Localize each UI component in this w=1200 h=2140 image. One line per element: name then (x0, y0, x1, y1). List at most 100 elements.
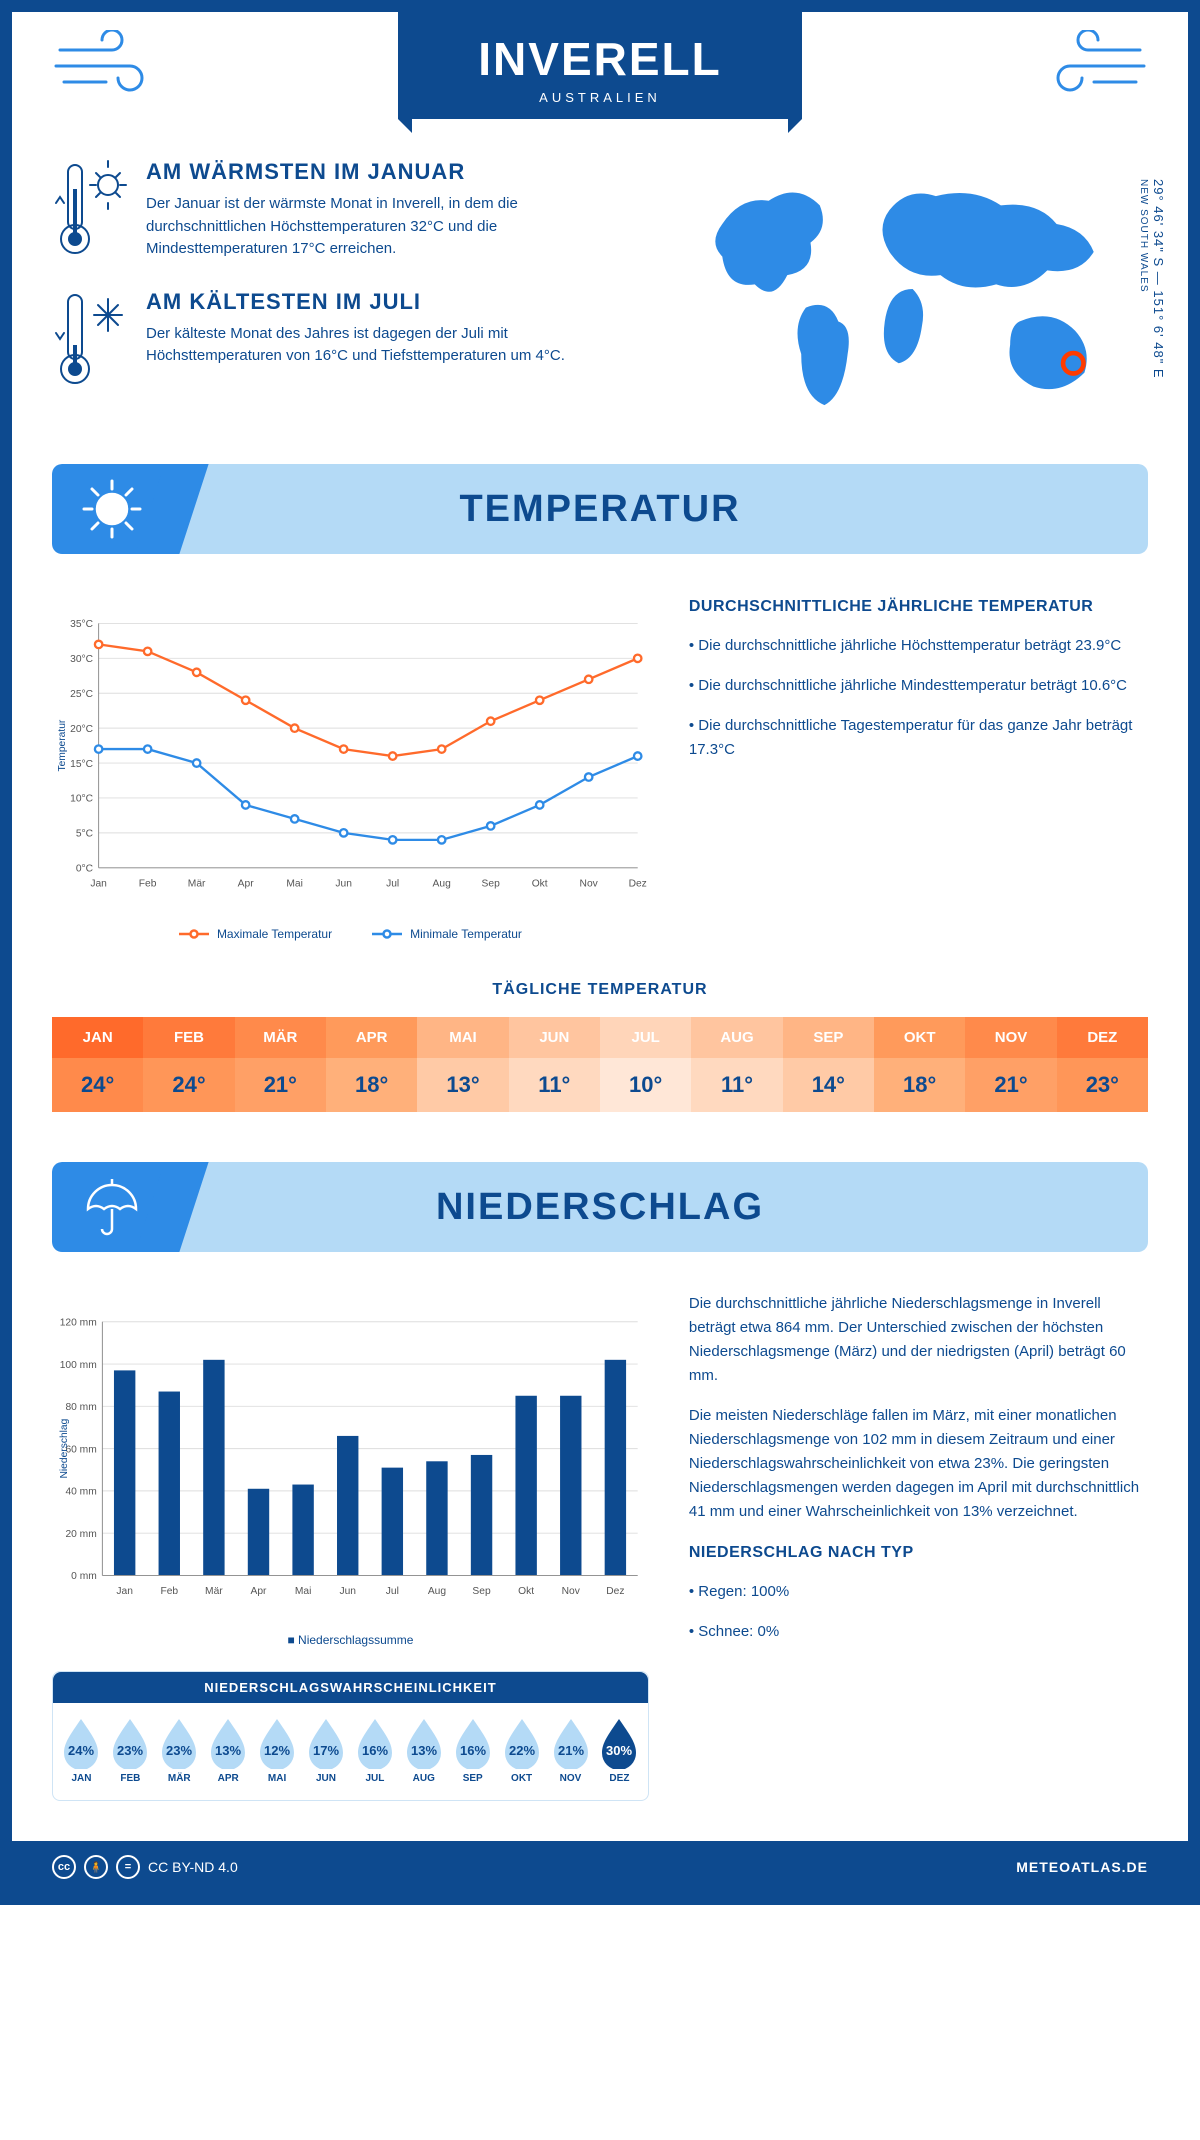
svg-text:Apr: Apr (238, 878, 255, 889)
precipitation-text: Die durchschnittliche jährliche Niedersc… (689, 1292, 1148, 1801)
svg-text:Dez: Dez (606, 1586, 624, 1597)
svg-text:Okt: Okt (532, 878, 548, 889)
section-header-temperature: TEMPERATUR (52, 464, 1148, 554)
probability-drop: 16%JUL (354, 1717, 396, 1784)
probability-drop: 23%MÄR (158, 1717, 200, 1784)
fact-coldest: AM KÄLTESTEN IM JULI Der kälteste Monat … (52, 289, 628, 389)
probability-drop: 13%AUG (403, 1717, 445, 1784)
summary-bullet: • Die durchschnittliche Tagestemperatur … (689, 714, 1148, 762)
svg-text:23%: 23% (117, 1743, 143, 1758)
site-label: METEOATLAS.DE (1016, 1859, 1148, 1875)
temp-table-month: MAI (417, 1017, 508, 1058)
svg-text:22%: 22% (509, 1743, 535, 1758)
svg-text:Mär: Mär (205, 1586, 223, 1597)
temp-table-value: 23° (1057, 1058, 1148, 1112)
probability-drop: 23%FEB (109, 1717, 151, 1784)
temperature-summary: DURCHSCHNITTLICHE JÄHRLICHE TEMPERATUR •… (689, 594, 1148, 941)
svg-text:Jul: Jul (386, 1586, 399, 1597)
svg-text:Mai: Mai (286, 878, 303, 889)
probability-heading: NIEDERSCHLAGSWAHRSCHEINLICHKEIT (53, 1672, 648, 1703)
temp-table-value: 18° (326, 1058, 417, 1112)
svg-text:Apr: Apr (251, 1586, 268, 1597)
svg-text:Mai: Mai (295, 1586, 312, 1597)
header: INVERELL AUSTRALIEN (52, 12, 1148, 119)
temperature-heading: TEMPERATUR (172, 488, 1148, 531)
temp-table-month: JAN (52, 1017, 143, 1058)
section-header-precipitation: NIEDERSCHLAG (52, 1162, 1148, 1252)
coordinates-label: 29° 46' 34" S — 151° 6' 48" ENEW SOUTH W… (1136, 179, 1166, 379)
svg-text:Feb: Feb (139, 878, 157, 889)
svg-text:60 mm: 60 mm (65, 1444, 96, 1455)
svg-text:17%: 17% (313, 1743, 339, 1758)
temp-table-month: JUN (509, 1017, 600, 1058)
svg-text:13%: 13% (215, 1743, 241, 1758)
fact-warmest: AM WÄRMSTEN IM JANUAR Der Januar ist der… (52, 159, 628, 261)
footer: cc 🧍 = CC BY-ND 4.0 METEOATLAS.DE (12, 1841, 1188, 1893)
probability-drop: 22%OKT (501, 1717, 543, 1784)
temp-table-value: 11° (691, 1058, 782, 1112)
temperature-summary-heading: DURCHSCHNITTLICHE JÄHRLICHE TEMPERATUR (689, 594, 1148, 620)
fact-coldest-title: AM KÄLTESTEN IM JULI (146, 289, 628, 315)
svg-text:Jul: Jul (386, 878, 399, 889)
precip-type-heading: NIEDERSCHLAG NACH TYP (689, 1540, 1148, 1566)
probability-drop: 21%NOV (550, 1717, 592, 1784)
svg-text:Sep: Sep (472, 1586, 491, 1597)
summary-bullet: • Die durchschnittliche jährliche Mindes… (689, 674, 1148, 698)
temp-table-value: 10° (600, 1058, 691, 1112)
temp-table-month: NOV (965, 1017, 1056, 1058)
svg-text:120 mm: 120 mm (60, 1318, 97, 1329)
svg-text:40 mm: 40 mm (65, 1487, 96, 1498)
nd-icon: = (116, 1855, 140, 1879)
svg-text:24%: 24% (68, 1743, 94, 1758)
svg-text:Jan: Jan (116, 1586, 133, 1597)
country-subtitle: AUSTRALIEN (478, 90, 721, 105)
svg-text:5°C: 5°C (76, 829, 94, 840)
svg-text:Jan: Jan (90, 878, 107, 889)
svg-text:100 mm: 100 mm (60, 1360, 97, 1371)
wind-icon (1038, 30, 1148, 100)
svg-text:Niederschlag: Niederschlag (59, 1418, 70, 1478)
fact-warmest-title: AM WÄRMSTEN IM JANUAR (146, 159, 628, 185)
wind-icon (52, 30, 162, 100)
title-banner: INVERELL AUSTRALIEN (398, 12, 801, 119)
svg-text:21%: 21% (558, 1743, 584, 1758)
svg-text:30°C: 30°C (70, 654, 94, 665)
fact-warmest-text: Der Januar ist der wärmste Monat in Inve… (146, 193, 628, 261)
temp-table-month: JUL (600, 1017, 691, 1058)
svg-text:20 mm: 20 mm (65, 1529, 96, 1540)
probability-drop: 30%DEZ (598, 1717, 640, 1784)
temperature-line-chart: 0°C5°C10°C15°C20°C25°C30°C35°CJanFebMärA… (52, 594, 649, 914)
svg-text:25°C: 25°C (70, 689, 94, 700)
precipitation-bar-chart: 0 mm20 mm40 mm60 mm80 mm100 mm120 mmJanF… (52, 1292, 649, 1622)
svg-text:13%: 13% (411, 1743, 437, 1758)
probability-drop: 24%JAN (60, 1717, 102, 1784)
probability-drop: 13%APR (207, 1717, 249, 1784)
world-map: 29° 46' 34" S — 151° 6' 48" ENEW SOUTH W… (668, 159, 1148, 424)
temp-table-month: FEB (143, 1017, 234, 1058)
svg-text:16%: 16% (460, 1743, 486, 1758)
temp-table-month: APR (326, 1017, 417, 1058)
temp-table-month: DEZ (1057, 1017, 1148, 1058)
svg-text:Nov: Nov (580, 878, 599, 889)
svg-text:20°C: 20°C (70, 724, 94, 735)
precipitation-heading: NIEDERSCHLAG (172, 1186, 1148, 1229)
daily-temp-heading: TÄGLICHE TEMPERATUR (52, 981, 1148, 999)
svg-text:Temperatur: Temperatur (57, 719, 68, 771)
temp-table-month: OKT (874, 1017, 965, 1058)
svg-text:Dez: Dez (629, 878, 647, 889)
probability-drop: 16%SEP (452, 1717, 494, 1784)
thermometer-sun-icon (52, 159, 128, 259)
precip-type-item: • Regen: 100% (689, 1580, 1148, 1604)
license-label: cc 🧍 = CC BY-ND 4.0 (52, 1855, 238, 1879)
temp-table-month: SEP (783, 1017, 874, 1058)
sun-icon (80, 477, 144, 541)
by-icon: 🧍 (84, 1855, 108, 1879)
svg-text:Jun: Jun (339, 1586, 356, 1597)
svg-text:12%: 12% (264, 1743, 290, 1758)
temperature-legend: Maximale Temperatur Minimale Temperatur (52, 927, 649, 941)
summary-bullet: • Die durchschnittliche jährliche Höchst… (689, 634, 1148, 658)
svg-text:Aug: Aug (428, 1586, 447, 1597)
svg-text:Sep: Sep (482, 878, 501, 889)
svg-text:Nov: Nov (562, 1586, 581, 1597)
temp-table-value: 13° (417, 1058, 508, 1112)
